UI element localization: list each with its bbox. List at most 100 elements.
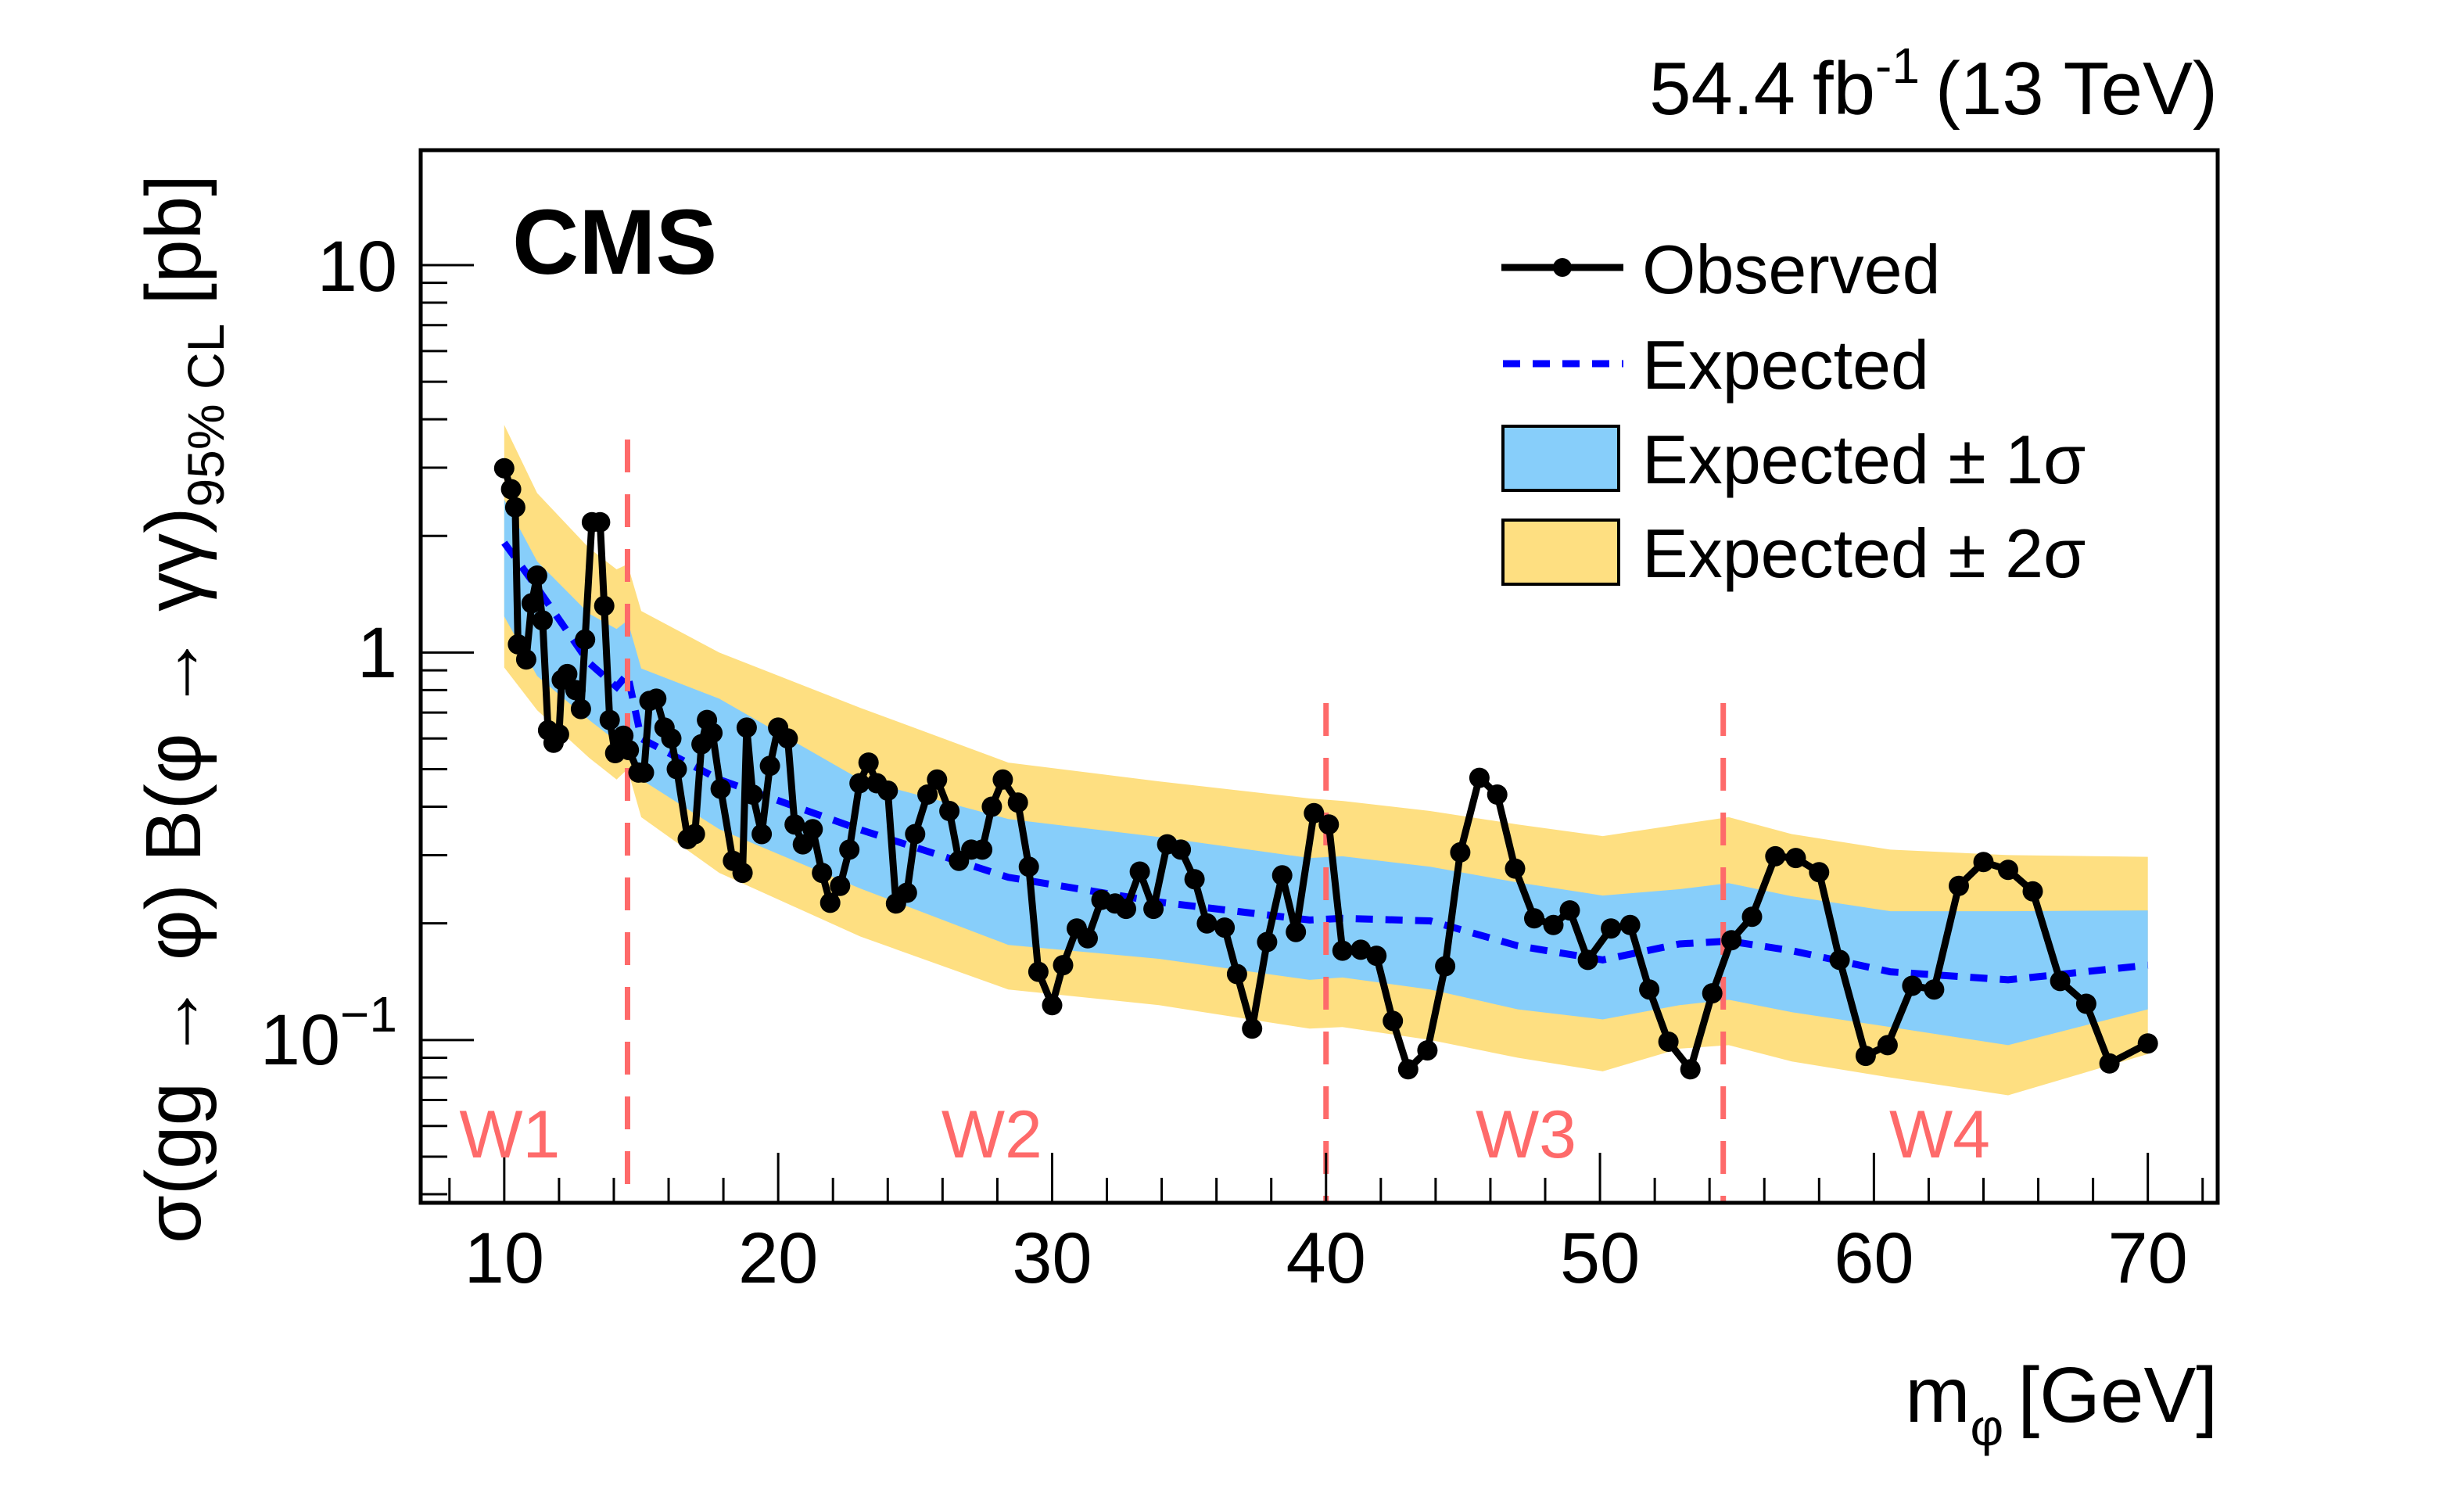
observed-point [508, 633, 529, 655]
window-label-w4: W4 [1889, 1097, 1990, 1172]
y-axis-title-main: σ(gg → φ) B(φ → γγ) [130, 508, 217, 1243]
window-label-w2: W2 [941, 1097, 1042, 1172]
observed-point [684, 824, 705, 845]
observed-point [1924, 979, 1945, 1000]
observed-point [1397, 1059, 1419, 1080]
observed-point [1855, 1046, 1876, 1067]
legend-1sigma-box-icon [1501, 425, 1620, 492]
legend-observed-marker-icon [1553, 258, 1572, 277]
observed-point [1721, 930, 1742, 951]
observed-point [1018, 856, 1039, 877]
y-tick-label-0p1: 10−1 [260, 986, 397, 1080]
observed-point [858, 752, 879, 773]
observed-point [1658, 1032, 1679, 1052]
legend-item-band2: Expected ± 2σ [1501, 515, 2086, 592]
observed-point [1741, 906, 1763, 928]
observed-point [1450, 842, 1471, 863]
observed-point [1028, 961, 1049, 982]
observed-point [1417, 1040, 1438, 1061]
observed-point [1196, 913, 1218, 934]
observed-point [1543, 914, 1564, 935]
observed-point [751, 824, 773, 845]
observed-point [1487, 784, 1508, 805]
observed-point [1271, 865, 1293, 886]
observed-point [557, 663, 578, 684]
observed-point [1524, 908, 1544, 929]
observed-point [1366, 946, 1387, 967]
observed-point [1042, 995, 1063, 1016]
observed-point [710, 778, 731, 799]
observed-point [1973, 852, 1994, 873]
observed-point [493, 458, 515, 479]
observed-point [526, 565, 547, 586]
cms-label: CMS [512, 191, 717, 294]
observed-point [927, 769, 948, 790]
x-axis-title-main: m [1905, 1351, 1970, 1439]
observed-point [1143, 899, 1164, 920]
observed-point [1902, 975, 1923, 996]
observed-point [521, 593, 542, 614]
observed-point [917, 784, 938, 805]
x-tick-labels: 10 20 30 40 50 60 70 [464, 1218, 2188, 1298]
x-axis-title-subscript: φ [1971, 1398, 2004, 1456]
legend-label-band2: Expected ± 2σ [1642, 515, 2086, 592]
y-tick-labels: 10 1 10−1 [260, 227, 397, 1080]
observed-point [532, 610, 553, 631]
observed-point [820, 892, 841, 913]
observed-point [1619, 914, 1641, 935]
observed-point [1435, 956, 1456, 977]
observed-point [1765, 845, 1786, 867]
x-tick-label: 60 [1834, 1218, 1913, 1298]
lumi-unit: fb [1813, 47, 1875, 131]
observed-point [802, 819, 823, 840]
observed-point [1702, 983, 1723, 1004]
observed-point [1129, 861, 1150, 882]
observed-point [1171, 839, 1192, 860]
observed-point [504, 497, 525, 518]
observed-point [570, 698, 591, 719]
observed-point [1257, 931, 1278, 953]
lumi-value: 54.4 [1649, 47, 1795, 131]
observed-point [565, 680, 586, 701]
x-axis-ticks [448, 1153, 2204, 1203]
y-tick-label-1: 1 [357, 613, 397, 693]
y-tick-label-base: 10 [317, 227, 397, 307]
x-axis-title: mφ [GeV] [1905, 1351, 2218, 1456]
y-tick-label-10: 10 [317, 227, 397, 307]
observed-point [590, 511, 611, 533]
legend-item-band1: Expected ± 1σ [1501, 421, 2086, 498]
observed-point [1639, 979, 1660, 1000]
observed-point [633, 762, 655, 783]
observed-point [2075, 993, 2096, 1014]
observed-point [905, 824, 926, 845]
observed-point [666, 759, 687, 780]
observed-point [972, 839, 993, 860]
expected-line [501, 540, 2149, 984]
observed-point [830, 875, 851, 896]
observed-point [777, 728, 798, 749]
observed-point [1116, 899, 1136, 920]
observed-point [1304, 802, 1325, 824]
observed-point [515, 649, 536, 670]
x-tick-label: 70 [2108, 1218, 2188, 1298]
observed-point [759, 755, 780, 777]
observed-point [2099, 1053, 2120, 1074]
observed-point [736, 717, 757, 738]
observed-point [1877, 1035, 1898, 1056]
observed-point [1332, 940, 1353, 961]
observed-point [1998, 859, 2018, 881]
y-axis-title-unit: [pb] [130, 174, 217, 305]
observed-point [1214, 917, 1236, 938]
observed-point [1226, 964, 1247, 985]
observed-point [2050, 971, 2071, 992]
observed-point [2137, 1033, 2158, 1054]
observed-point [1007, 792, 1028, 813]
x-tick-label: 20 [738, 1218, 818, 1298]
legend-2sigma-box-icon [1501, 519, 1620, 586]
y-axis-title-subscript: 95% CL [177, 324, 235, 508]
lumi-energy: (13 TeV) [1935, 47, 2218, 131]
observed-point [732, 863, 753, 884]
y-axis-title: σ(gg → φ) B(φ → γγ)95% CL [pb] [130, 174, 235, 1243]
observed-point [992, 769, 1013, 790]
